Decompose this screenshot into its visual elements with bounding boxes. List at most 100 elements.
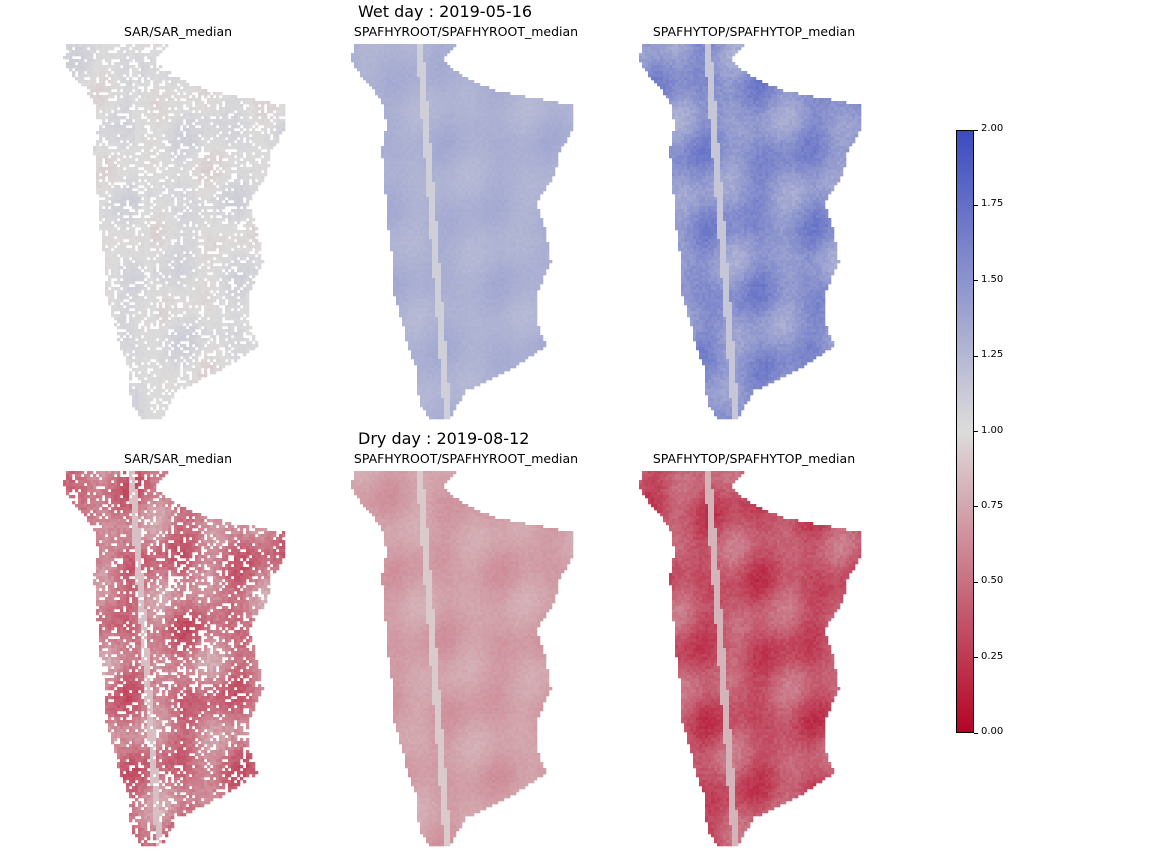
heatmap-cell — [201, 269, 205, 273]
heatmap-cell — [87, 92, 91, 96]
heatmap-cell — [198, 92, 202, 96]
heatmap-cell — [390, 68, 394, 72]
heatmap-cell — [207, 257, 211, 261]
heatmap-cell — [396, 65, 400, 69]
heatmap-cell — [150, 125, 154, 129]
heatmap-cell — [138, 272, 142, 276]
heatmap-cell — [210, 224, 214, 228]
heatmap-cell — [117, 215, 121, 219]
heatmap-cell — [171, 395, 175, 399]
heatmap-cell — [135, 80, 139, 84]
heatmap-cell — [174, 137, 178, 141]
heatmap-cell — [444, 68, 448, 72]
heatmap-cell — [210, 245, 214, 249]
heatmap-cell — [153, 317, 157, 321]
heatmap-cell — [129, 200, 133, 204]
heatmap-cell — [174, 323, 178, 327]
heatmap-cell — [234, 113, 238, 117]
heatmap-cell — [153, 86, 157, 90]
heatmap-cell — [159, 278, 163, 282]
heatmap-cell — [231, 98, 235, 102]
heatmap-cell — [126, 248, 130, 252]
heatmap-cell — [204, 164, 208, 168]
heatmap-cell — [177, 359, 181, 363]
heatmap-cell — [414, 44, 418, 48]
heatmap-cell — [402, 56, 406, 60]
heatmap-cell — [156, 44, 160, 48]
heatmap-cell — [225, 257, 229, 261]
heatmap-cell — [396, 44, 400, 48]
heatmap-cell — [213, 113, 217, 117]
heatmap-cell — [123, 233, 127, 237]
heatmap-cell — [78, 68, 82, 72]
heatmap-cell — [162, 203, 166, 207]
heatmap-cell — [213, 191, 217, 195]
heatmap-cell — [132, 101, 136, 105]
heatmap-cell — [198, 377, 202, 381]
heatmap-cell — [159, 368, 163, 372]
heatmap-cell — [108, 197, 112, 201]
heatmap-cell — [108, 47, 112, 51]
heatmap-cell — [195, 233, 199, 237]
heatmap-cell — [243, 212, 247, 216]
heatmap-cell — [213, 365, 217, 369]
heatmap-cell — [123, 200, 127, 204]
heatmap-cell — [150, 392, 154, 396]
panel-title-dry-top: SPAFHYTOP/SPAFHYTOP_median — [653, 451, 855, 466]
heatmap-cell — [108, 218, 112, 222]
heatmap-cell — [201, 260, 205, 264]
heatmap-cell — [135, 407, 139, 411]
heatmap-cell — [156, 182, 160, 186]
heatmap-cell — [246, 302, 250, 306]
heatmap-cell — [192, 374, 196, 378]
heatmap-cell — [144, 173, 148, 177]
heatmap-cell — [177, 215, 181, 219]
heatmap-cell — [147, 179, 151, 183]
heatmap-cell — [159, 251, 163, 255]
heatmap-cell — [168, 98, 172, 102]
heatmap-cell — [132, 92, 136, 96]
heatmap-cell — [111, 86, 115, 90]
heatmap-cell — [438, 44, 442, 48]
heatmap-cell — [138, 368, 142, 372]
heatmap-cell — [102, 122, 106, 126]
heatmap-cell — [117, 62, 121, 66]
heatmap-cell — [237, 305, 241, 309]
heatmap-cell — [168, 125, 172, 129]
heatmap-cell — [201, 230, 205, 234]
heatmap-cell — [207, 338, 211, 342]
heatmap-cell — [153, 413, 157, 417]
heatmap-cell — [168, 302, 172, 306]
heatmap-cell — [192, 260, 196, 264]
heatmap-cell — [108, 263, 112, 267]
heatmap-cell — [138, 47, 142, 51]
heatmap-cell — [195, 251, 199, 255]
heatmap-cell — [159, 344, 163, 348]
heatmap-cell — [162, 395, 166, 399]
heatmap-cell — [204, 125, 208, 129]
heatmap-cell — [228, 302, 232, 306]
heatmap-cell — [258, 113, 262, 117]
heatmap-cell — [105, 152, 109, 156]
heatmap-cell — [141, 119, 145, 123]
heatmap-cell — [105, 137, 109, 141]
heatmap-cell — [243, 176, 247, 180]
heatmap-cell — [429, 62, 433, 66]
heatmap-cell — [198, 167, 202, 171]
heatmap-cell — [156, 392, 160, 396]
heatmap-cell — [180, 335, 184, 339]
heatmap-cell — [249, 131, 253, 135]
heatmap-cell — [159, 236, 163, 240]
heatmap-cell — [138, 128, 142, 132]
heatmap-cell — [189, 284, 193, 288]
heatmap-cell — [216, 128, 220, 132]
heatmap-cell — [99, 53, 103, 57]
heatmap-cell — [456, 77, 460, 81]
heatmap-cell — [138, 287, 142, 291]
heatmap-cell — [147, 233, 151, 237]
heatmap-cell — [228, 353, 232, 357]
heatmap-cell — [180, 119, 184, 123]
heatmap-cell — [390, 53, 394, 57]
heatmap-cell — [111, 236, 115, 240]
heatmap-cell — [210, 149, 214, 153]
